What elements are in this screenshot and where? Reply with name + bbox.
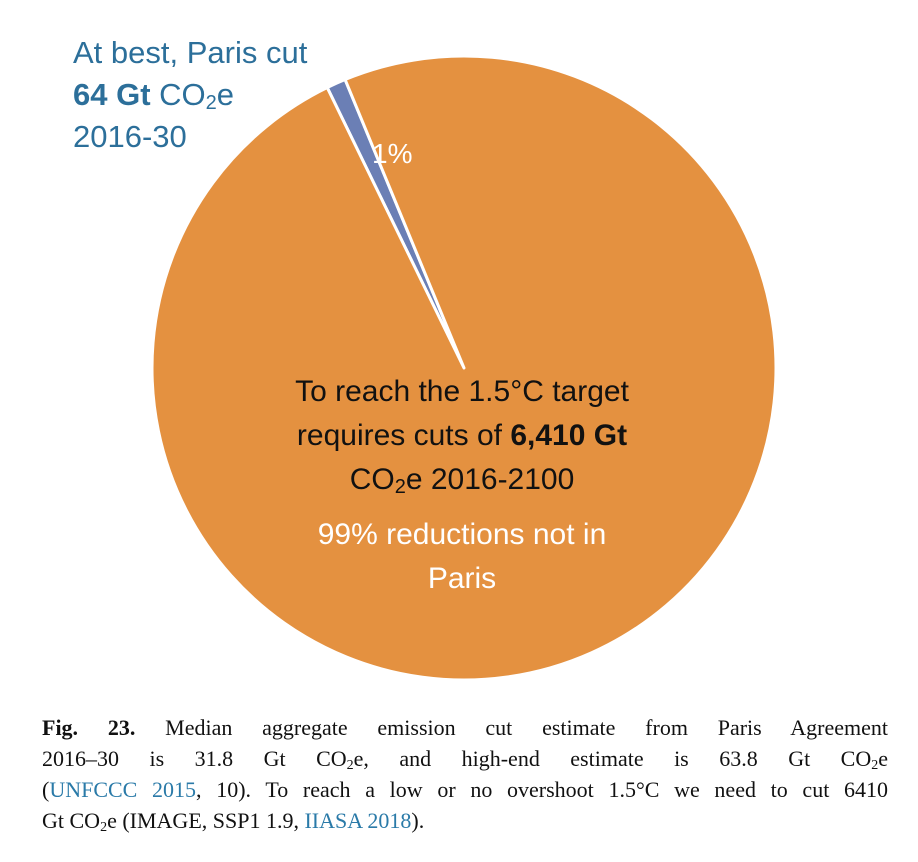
center-line-1: To reach the 1.5°C target (295, 375, 629, 408)
caption-text-4b: e (IMAGE, SSP1 1.9, (107, 808, 305, 833)
caption-line-3: (UNFCCC 2015, 10). To reach a low or no … (42, 774, 888, 805)
center-years: e 2016-2100 (405, 463, 575, 496)
callout-line-3: 2016-30 (73, 119, 187, 154)
slice-label-not-paris: 99% reductions not in Paris (262, 513, 662, 601)
callout-line-1: At best, Paris cut (73, 35, 308, 70)
pie-chart: At best, Paris cut 64 Gt CO2e 2016-30 1%… (73, 32, 778, 682)
caption-text-2b: e, and high-end estimate is 63.8 Gt CO (353, 746, 872, 771)
pie-slice-not-paris (150, 54, 778, 682)
caption-line-1: Fig. 23. Median aggregate emission cut e… (42, 712, 888, 743)
callout-unit: CO (159, 77, 206, 112)
slice-label-not-paris-line-2: Paris (427, 562, 497, 595)
caption-text-4a: Gt CO (42, 808, 101, 833)
caption-text-3a: ( (42, 777, 50, 802)
figure-number: Fig. 23. (42, 715, 136, 740)
center-line-2-pre: requires cuts of (296, 419, 502, 452)
callout-line-2: 64 Gt CO2e (73, 74, 343, 116)
iiasa-citation-link[interactable]: IIASA 2018 (304, 808, 412, 833)
center-line-3: CO2e 2016-2100 (262, 458, 662, 502)
caption-text-2c: e (878, 746, 888, 771)
caption-line-4: Gt CO2e (IMAGE, SSP1 1.9, IIASA 2018). (42, 805, 888, 836)
callout-amount: 64 Gt (73, 77, 151, 112)
center-amount: 6,410 Gt (510, 419, 628, 452)
center-unit-sub: 2 (394, 476, 406, 498)
caption-sub-1: 2 (346, 758, 354, 773)
callout-unit-end: e (216, 77, 235, 112)
center-unit: CO (349, 463, 395, 496)
caption-text-2a: 2016–30 is 31.8 Gt CO (42, 746, 347, 771)
caption-text-3b: , 10). To reach a low or no overshoot 1.… (196, 777, 888, 802)
center-line-2: requires cuts of 6,410 Gt (262, 414, 662, 458)
caption-line-2: 2016–30 is 31.8 Gt CO2e, and high-end es… (42, 743, 888, 774)
caption-text-4c: ). (411, 808, 425, 833)
caption-text-1: Median aggregate emission cut estimate f… (165, 715, 889, 740)
figure-caption: Fig. 23. Median aggregate emission cut e… (42, 712, 888, 836)
callout-unit-sub: 2 (205, 92, 217, 114)
pie-chart-svg (150, 54, 778, 682)
caption-sub-2: 2 (871, 758, 879, 773)
caption-sub-3: 2 (100, 820, 108, 835)
center-annotation: To reach the 1.5°C target requires cuts … (262, 370, 662, 502)
slice-label-paris: 1% (372, 138, 413, 169)
paris-callout: At best, Paris cut 64 Gt CO2e 2016-30 (73, 32, 343, 158)
slice-label-not-paris-line-1: 99% reductions not in (317, 518, 607, 551)
unfccc-citation-link[interactable]: UNFCCC 2015 (49, 777, 197, 802)
